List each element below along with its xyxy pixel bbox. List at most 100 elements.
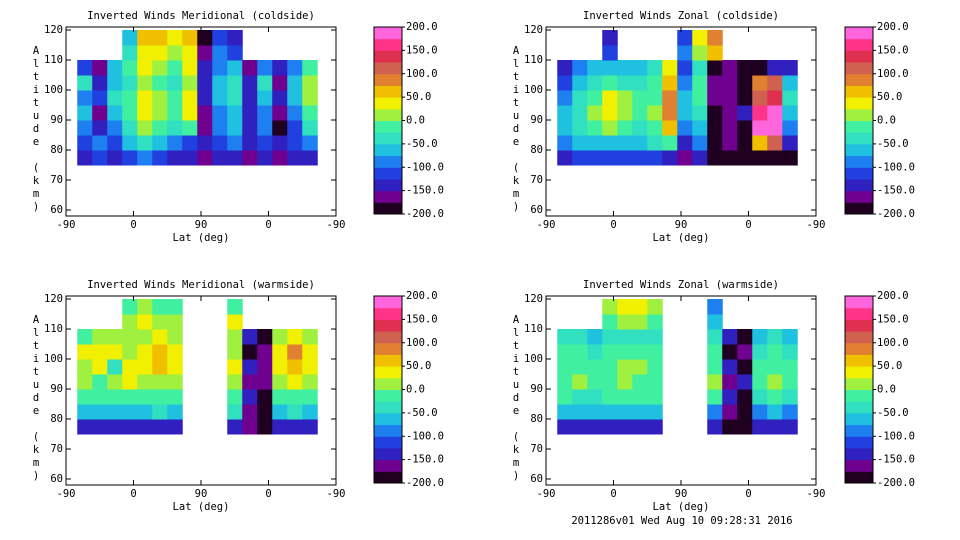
y-tick-label: 70 <box>530 443 543 455</box>
y-tick-label: 60 <box>530 204 543 216</box>
contour-cell <box>227 314 243 330</box>
contour-cell <box>587 135 603 151</box>
contour-cell <box>617 374 633 390</box>
colorbar-band <box>845 50 873 63</box>
contour-cell <box>722 120 738 136</box>
contour-cell <box>302 404 318 420</box>
contour-cell <box>782 329 798 345</box>
contour-cell <box>152 30 168 46</box>
contour-cell <box>242 60 258 76</box>
colorbar-tick-label: -200.0 <box>406 477 444 489</box>
x-tick-label: 0 <box>610 219 616 231</box>
x-axis-label: Lat (deg) <box>173 501 230 513</box>
contour-cell <box>752 419 768 435</box>
contour-cell <box>557 60 573 76</box>
contour-cell <box>182 135 198 151</box>
x-tick-label: -90 <box>537 488 556 500</box>
contour-cell <box>782 344 798 360</box>
y-tick-label: 100 <box>524 353 543 365</box>
x-tick-label: -90 <box>57 488 76 500</box>
contour-cell <box>617 150 633 166</box>
contour-cell <box>617 299 633 315</box>
contour-cell <box>77 419 93 435</box>
contour-cell <box>257 389 273 405</box>
colorbar-tick-label: -50.0 <box>877 138 909 150</box>
x-tick-label: -90 <box>807 488 826 500</box>
contour-cell <box>152 359 168 375</box>
contour-cell <box>227 344 243 360</box>
contour-cell <box>572 90 588 106</box>
contour-cell <box>257 150 273 166</box>
contour-cell <box>122 135 138 151</box>
contour-cell <box>302 344 318 360</box>
contour-cell <box>602 359 618 375</box>
contour-cell <box>107 344 123 360</box>
contour-cell <box>707 135 723 151</box>
colorbar-band <box>845 354 873 367</box>
contour-cell <box>212 45 228 61</box>
panel-title: Inverted Winds Meridional (coldside) <box>87 10 315 22</box>
contour-cell <box>152 135 168 151</box>
colorbar-band <box>374 132 402 145</box>
contour-cell <box>302 135 318 151</box>
x-tick-label: 0 <box>610 488 616 500</box>
x-tick-label: 0 <box>745 219 751 231</box>
contour-cell <box>617 389 633 405</box>
contour-cell <box>182 60 198 76</box>
contour-cell <box>272 329 288 345</box>
contour-cell <box>92 75 108 91</box>
contour-cell <box>182 120 198 136</box>
contour-cell <box>242 374 258 390</box>
contour-cell <box>152 299 168 315</box>
contour-cell <box>152 90 168 106</box>
x-tick-label: 90 <box>675 488 688 500</box>
contour-cell <box>647 359 663 375</box>
contour-cell <box>767 374 783 390</box>
contour-cell <box>692 120 708 136</box>
contour-cell <box>302 374 318 390</box>
contour-cell <box>302 90 318 106</box>
colorbar-tick-label: 150.0 <box>406 313 438 325</box>
contour-cell <box>557 105 573 121</box>
contour-cell <box>632 120 648 136</box>
contour-cell <box>767 359 783 375</box>
contour-cell <box>167 419 183 435</box>
colorbar-band <box>845 132 873 145</box>
x-tick-label: -90 <box>327 219 346 231</box>
contour-cell <box>257 374 273 390</box>
contour-cell <box>167 329 183 345</box>
colorbar-band <box>374 97 402 110</box>
colorbar-band <box>374 342 402 355</box>
contour-cell <box>632 150 648 166</box>
y-tick-label: 70 <box>530 174 543 186</box>
colorbar-tick-label: 200.0 <box>877 21 909 33</box>
contour-cell <box>587 75 603 91</box>
contour-cell <box>137 45 153 61</box>
contour-cell <box>632 359 648 375</box>
y-tick-label: 80 <box>50 144 63 156</box>
contour-cell <box>302 329 318 345</box>
contour-cell <box>122 150 138 166</box>
contour-cell <box>152 404 168 420</box>
contour-cell <box>92 389 108 405</box>
contour-cell <box>152 120 168 136</box>
colorbar-band <box>374 108 402 121</box>
contour-cell <box>227 105 243 121</box>
x-tick-label: 90 <box>675 219 688 231</box>
contour-cell <box>647 150 663 166</box>
contour-cell <box>782 389 798 405</box>
contour-cell <box>272 419 288 435</box>
contour-cell <box>602 389 618 405</box>
contour-cell <box>107 90 123 106</box>
contour-cell <box>137 329 153 345</box>
y-tick-label: 60 <box>50 473 63 485</box>
x-tick-label: 0 <box>265 219 271 231</box>
colorbar-band <box>845 155 873 168</box>
colorbar-tick-label: -200.0 <box>406 208 444 220</box>
y-tick-label: 60 <box>530 473 543 485</box>
contour-cell <box>782 120 798 136</box>
x-tick-label: -90 <box>327 488 346 500</box>
contour-cell <box>722 60 738 76</box>
contour-cell <box>677 75 693 91</box>
colorbar-tick-label: -150.0 <box>877 454 915 466</box>
